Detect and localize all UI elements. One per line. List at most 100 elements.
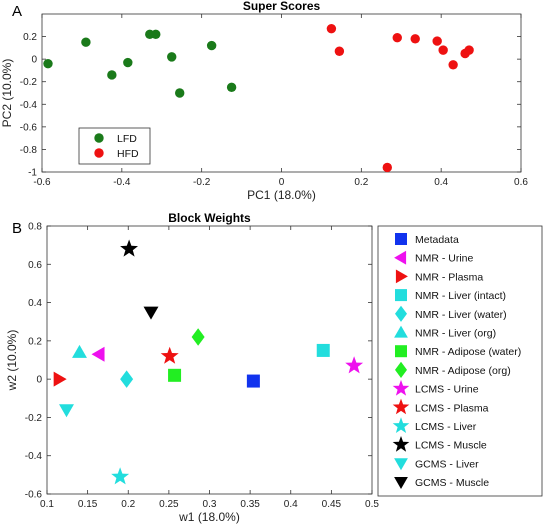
panel-b-legend-label: GCMS - Muscle (415, 477, 489, 489)
panel-b-point-nmr-adipose-org- (191, 328, 205, 346)
panel-b-y-tick-label: -0.6 (25, 490, 43, 501)
panel-b-x-tick-label: 0.4 (284, 499, 298, 510)
panel-b-legend-marker-metadata (395, 233, 407, 245)
panel-b-legend-marker-nmr-liver-intact- (395, 289, 407, 302)
panel-a-point-hfd (464, 45, 474, 55)
panel-a-point-hfd (392, 33, 402, 43)
panel-a-point-lfd (206, 40, 217, 51)
panel-a-point-lfd (167, 52, 177, 62)
panel-a-legend-marker-lfd (94, 133, 104, 143)
panel-a-x-tick-label: -0.4 (113, 177, 131, 188)
panel-a-point-lfd (151, 29, 161, 40)
panel-a-point-hfd (334, 46, 345, 56)
panel-a-point-hfd (448, 60, 458, 70)
panel-b-point-nmr-plasma (53, 371, 67, 387)
panel-a-y-tick-label: 0 (31, 55, 37, 66)
panel-b-point-nmr-liver-org- (72, 344, 87, 358)
panel-a-y-tick-label: -0.4 (20, 100, 38, 111)
panel-a-point-lfd (81, 37, 91, 47)
panel-b-legend-label: NMR - Liver (water) (415, 309, 507, 321)
panel-b-legend-label: LCMS - Liver (415, 421, 477, 433)
panel-a-point-hfd (382, 162, 392, 173)
panel-b-y-tick-label: -0.4 (25, 451, 43, 462)
panel-b-legend-marker-lcms-urine (392, 379, 410, 396)
panel-b-legend-label: NMR - Adipose (water) (415, 346, 521, 358)
panel-a-chart-title: Super Scores (243, 0, 321, 13)
panel-b-legend-marker-gcms-muscle (394, 477, 408, 489)
panel-a-x-tick-label: 0.2 (354, 177, 368, 188)
panel-a-point-hfd (432, 36, 442, 46)
panel-a-point-hfd (438, 45, 448, 55)
panel-b-legend-label: Metadata (415, 234, 459, 246)
panel-b-x-tick-label: 0.45 (322, 499, 342, 510)
panel-b-legend-marker-lcms-plasma (392, 398, 410, 415)
panel-b-x-axis-label: w1 (18.0%) (178, 510, 240, 524)
panel-b-legend-label: LCMS - Muscle (415, 440, 487, 452)
panel-b-point-lcms-muscle (120, 239, 138, 257)
panel-a-x-tick-label: -0.2 (193, 177, 211, 188)
panel-b-point-lcms-liver (111, 467, 130, 485)
panel-a-y-tick-label: -0.8 (20, 145, 38, 156)
panel-a-x-tick-label: 0 (279, 177, 285, 188)
panel-a-point-lfd (226, 82, 237, 93)
panel-a-y-tick-label: -0.6 (20, 122, 38, 133)
panel-b-point-nmr-adipose-water- (168, 368, 182, 382)
panel-b-legend-marker-nmr-liver-water- (395, 305, 407, 322)
panel-a-y-tick-label: -1 (28, 168, 37, 179)
panel-b-y-tick-label: 0.2 (28, 336, 42, 347)
panel-a-point-hfd (410, 34, 420, 44)
panel-b-legend (377, 225, 543, 497)
panel-a-point-lfd (107, 70, 117, 80)
panel-b-legend-label: NMR - Adipose (org) (415, 365, 511, 377)
panel-b-plot-area (46, 225, 373, 495)
panel-b-legend-label: LCMS - Plasma (415, 402, 489, 414)
panel-a-point-lfd (43, 58, 53, 69)
panel-b-legend-label: NMR - Urine (415, 253, 473, 265)
panel-b-y-tick-label: 0.6 (28, 260, 42, 271)
panel-a-legend (78, 127, 151, 165)
panel-a-point-lfd (175, 88, 185, 98)
panel-b-x-tick-label: 0.5 (365, 499, 379, 510)
panel-b-legend-marker-gcms-liver (394, 458, 408, 471)
panel-b-x-tick-label: 0.2 (121, 499, 135, 510)
panel-b-legend-marker-nmr-adipose-org- (395, 361, 407, 378)
panel-a-y-tick-label: -0.2 (20, 77, 38, 88)
panel-b-y-axis-label: w2 (10.0%) (5, 330, 19, 392)
panel-b-x-tick-label: 0.15 (78, 499, 98, 510)
panel-b-point-lcms-plasma (160, 346, 179, 364)
panel-b-legend-label: LCMS - Urine (415, 384, 479, 396)
panel-a-y-tick-label: 0.2 (23, 32, 37, 43)
panel-b-legend-marker-nmr-urine (394, 250, 407, 265)
panel-a-legend-label: LFD (117, 133, 137, 145)
panel-b-point-metadata (246, 374, 260, 388)
panel-a-point-lfd (123, 57, 133, 68)
panel-a-x-tick-label: -0.6 (33, 177, 51, 188)
panel-b-point-nmr-liver-intact- (316, 343, 330, 357)
panel-b-legend-label: NMR - Liver (intact) (415, 290, 506, 302)
panel-a-point-hfd (326, 23, 337, 34)
panel-b-x-tick-label: 0.35 (240, 499, 260, 510)
panel-a-legend-label: HFD (117, 148, 139, 160)
panel-b-legend-marker-nmr-liver-org- (394, 325, 408, 338)
panel-b-x-tick-label: 0.3 (203, 499, 217, 510)
panel-b-y-tick-label: 0 (36, 375, 42, 386)
panel-b-legend-label: NMR - Liver (org) (415, 328, 496, 340)
panel-b-legend-label: NMR - Plasma (415, 271, 483, 283)
panel-b-x-tick-label: 0.1 (40, 499, 54, 510)
panel-b-x-tick-label: 0.25 (159, 499, 179, 510)
panel-b-legend-marker-nmr-plasma (395, 269, 408, 284)
panel-b-y-tick-label: 0.4 (28, 298, 42, 309)
panel-b-legend-label: GCMS - Liver (415, 458, 479, 470)
panel-a-x-tick-label: 0.6 (514, 177, 528, 188)
panel-b-point-gcms-muscle (143, 306, 159, 320)
panel-b-point-nmr-urine (91, 346, 105, 362)
panel-b-label: B (12, 220, 22, 237)
panel-b-point-lcms-urine (345, 356, 364, 374)
panel-a-x-axis-label: PC1 (18.0%) (247, 188, 316, 202)
panel-a-y-axis-label: PC2 (10.0%) (0, 59, 14, 128)
panel-a-legend-marker-hfd (94, 148, 104, 158)
panel-b-y-tick-label: -0.2 (25, 413, 43, 424)
panel-b-legend-marker-lcms-muscle (392, 436, 410, 452)
panel-a-x-tick-label: 0.4 (434, 177, 448, 188)
panel-a-label: A (12, 3, 22, 20)
